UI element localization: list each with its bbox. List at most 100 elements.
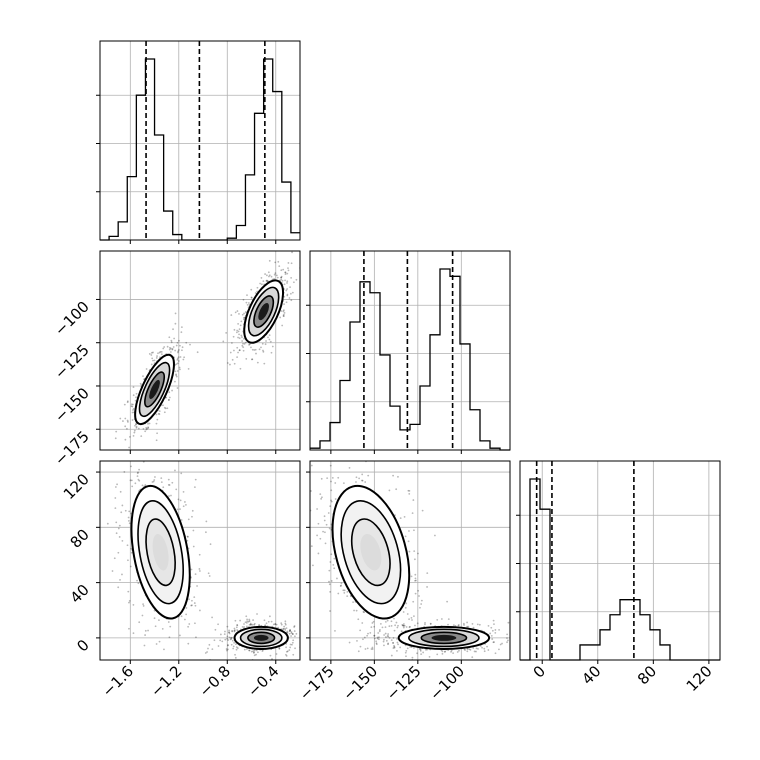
scatter-point [352, 420, 354, 422]
scatter-point [274, 274, 276, 276]
scatter-point [161, 481, 163, 483]
scatter-point [224, 639, 226, 641]
scatter-point [168, 479, 170, 481]
scatter-point [107, 523, 109, 525]
scatter-point [284, 620, 286, 622]
scatter-point [444, 651, 446, 653]
scatter-point [358, 650, 360, 652]
scatter-point [248, 619, 250, 621]
scatter-point [412, 601, 414, 603]
scatter-point [287, 267, 289, 269]
scatter-point [183, 505, 185, 507]
scatter-point [235, 311, 237, 313]
scatter-point [293, 626, 295, 628]
scatter-point [269, 615, 271, 617]
scatter-point [385, 633, 387, 635]
scatter-point [205, 521, 207, 523]
scatter-point [330, 500, 332, 502]
scatter-point [277, 277, 279, 279]
scatter-point [179, 367, 181, 369]
scatter-point [329, 610, 331, 612]
scatter-point [392, 475, 394, 477]
scatter-point [170, 340, 172, 342]
scatter-point [169, 626, 171, 628]
scatter-point [487, 649, 489, 651]
histogram-panel-1 [96, 41, 300, 240]
scatter-point [397, 643, 399, 645]
scatter-point [119, 579, 121, 581]
scatter-point [287, 650, 289, 652]
scatter-point [143, 605, 145, 607]
scatter-point [238, 331, 240, 333]
scatter-point [269, 339, 271, 341]
scatter-point [240, 335, 242, 337]
scatter-point [495, 652, 497, 654]
scatter-point [162, 404, 164, 406]
scatter-point [146, 368, 148, 370]
scatter-point [361, 474, 363, 476]
scatter-point [180, 457, 182, 459]
scatter-point [394, 647, 396, 649]
scatter-point [286, 301, 288, 303]
scatter-point [494, 632, 496, 634]
scatter-point [236, 347, 238, 349]
scatter-point [458, 650, 460, 652]
scatter-point [328, 570, 330, 572]
scatter-point [233, 336, 235, 338]
scatter-point [290, 299, 292, 301]
scatter-point [194, 486, 196, 488]
scatter-point [262, 350, 264, 352]
scatter-point [399, 647, 401, 649]
scatter-point [280, 277, 282, 279]
scatter-point [447, 624, 449, 626]
scatter-point [391, 625, 393, 627]
y-tick-label: 0 [73, 636, 92, 655]
scatter-point [332, 564, 334, 566]
scatter-point [413, 529, 415, 531]
scatter-point [263, 363, 265, 365]
scatter-point [429, 656, 431, 658]
scatter-point [259, 348, 261, 350]
scatter-point [199, 554, 201, 556]
scatter-point [230, 352, 232, 354]
scatter-point [319, 493, 321, 495]
scatter-point [451, 650, 453, 652]
scatter-point [238, 313, 240, 315]
scatter-point [179, 368, 181, 370]
scatter-point [391, 668, 393, 670]
scatter-point [247, 304, 249, 306]
y-tick-label: −100 [51, 298, 93, 340]
scatter-point [489, 633, 491, 635]
scatter-point [417, 590, 419, 592]
scatter-point [138, 428, 140, 430]
scatter-point [284, 629, 286, 631]
scatter-point [383, 644, 385, 646]
scatter-point [355, 481, 357, 483]
scatter-point [364, 637, 366, 639]
scatter-point [291, 251, 293, 253]
scatter-point [293, 281, 295, 283]
scatter-point [127, 559, 129, 561]
scatter-point [473, 627, 475, 629]
scatter-point [302, 293, 304, 295]
scatter-point [415, 593, 417, 595]
density-contour [431, 635, 456, 641]
scatter-point [208, 572, 210, 574]
scatter-point [163, 346, 165, 348]
scatter-point [237, 310, 239, 312]
scatter-point [261, 283, 263, 285]
scatter-point [311, 545, 313, 547]
scatter-point [405, 536, 407, 538]
scatter-panel-1-2 [100, 251, 304, 457]
scatter-point [343, 437, 345, 439]
scatter-point [357, 618, 359, 620]
scatter-point [236, 624, 238, 626]
scatter-point [220, 634, 222, 636]
scatter-point [284, 312, 286, 314]
scatter-point [252, 624, 254, 626]
scatter-point [383, 634, 385, 636]
scatter-point [146, 443, 148, 445]
scatter-point [409, 490, 411, 492]
scatter-point [144, 430, 146, 432]
scatter-point [230, 638, 232, 640]
